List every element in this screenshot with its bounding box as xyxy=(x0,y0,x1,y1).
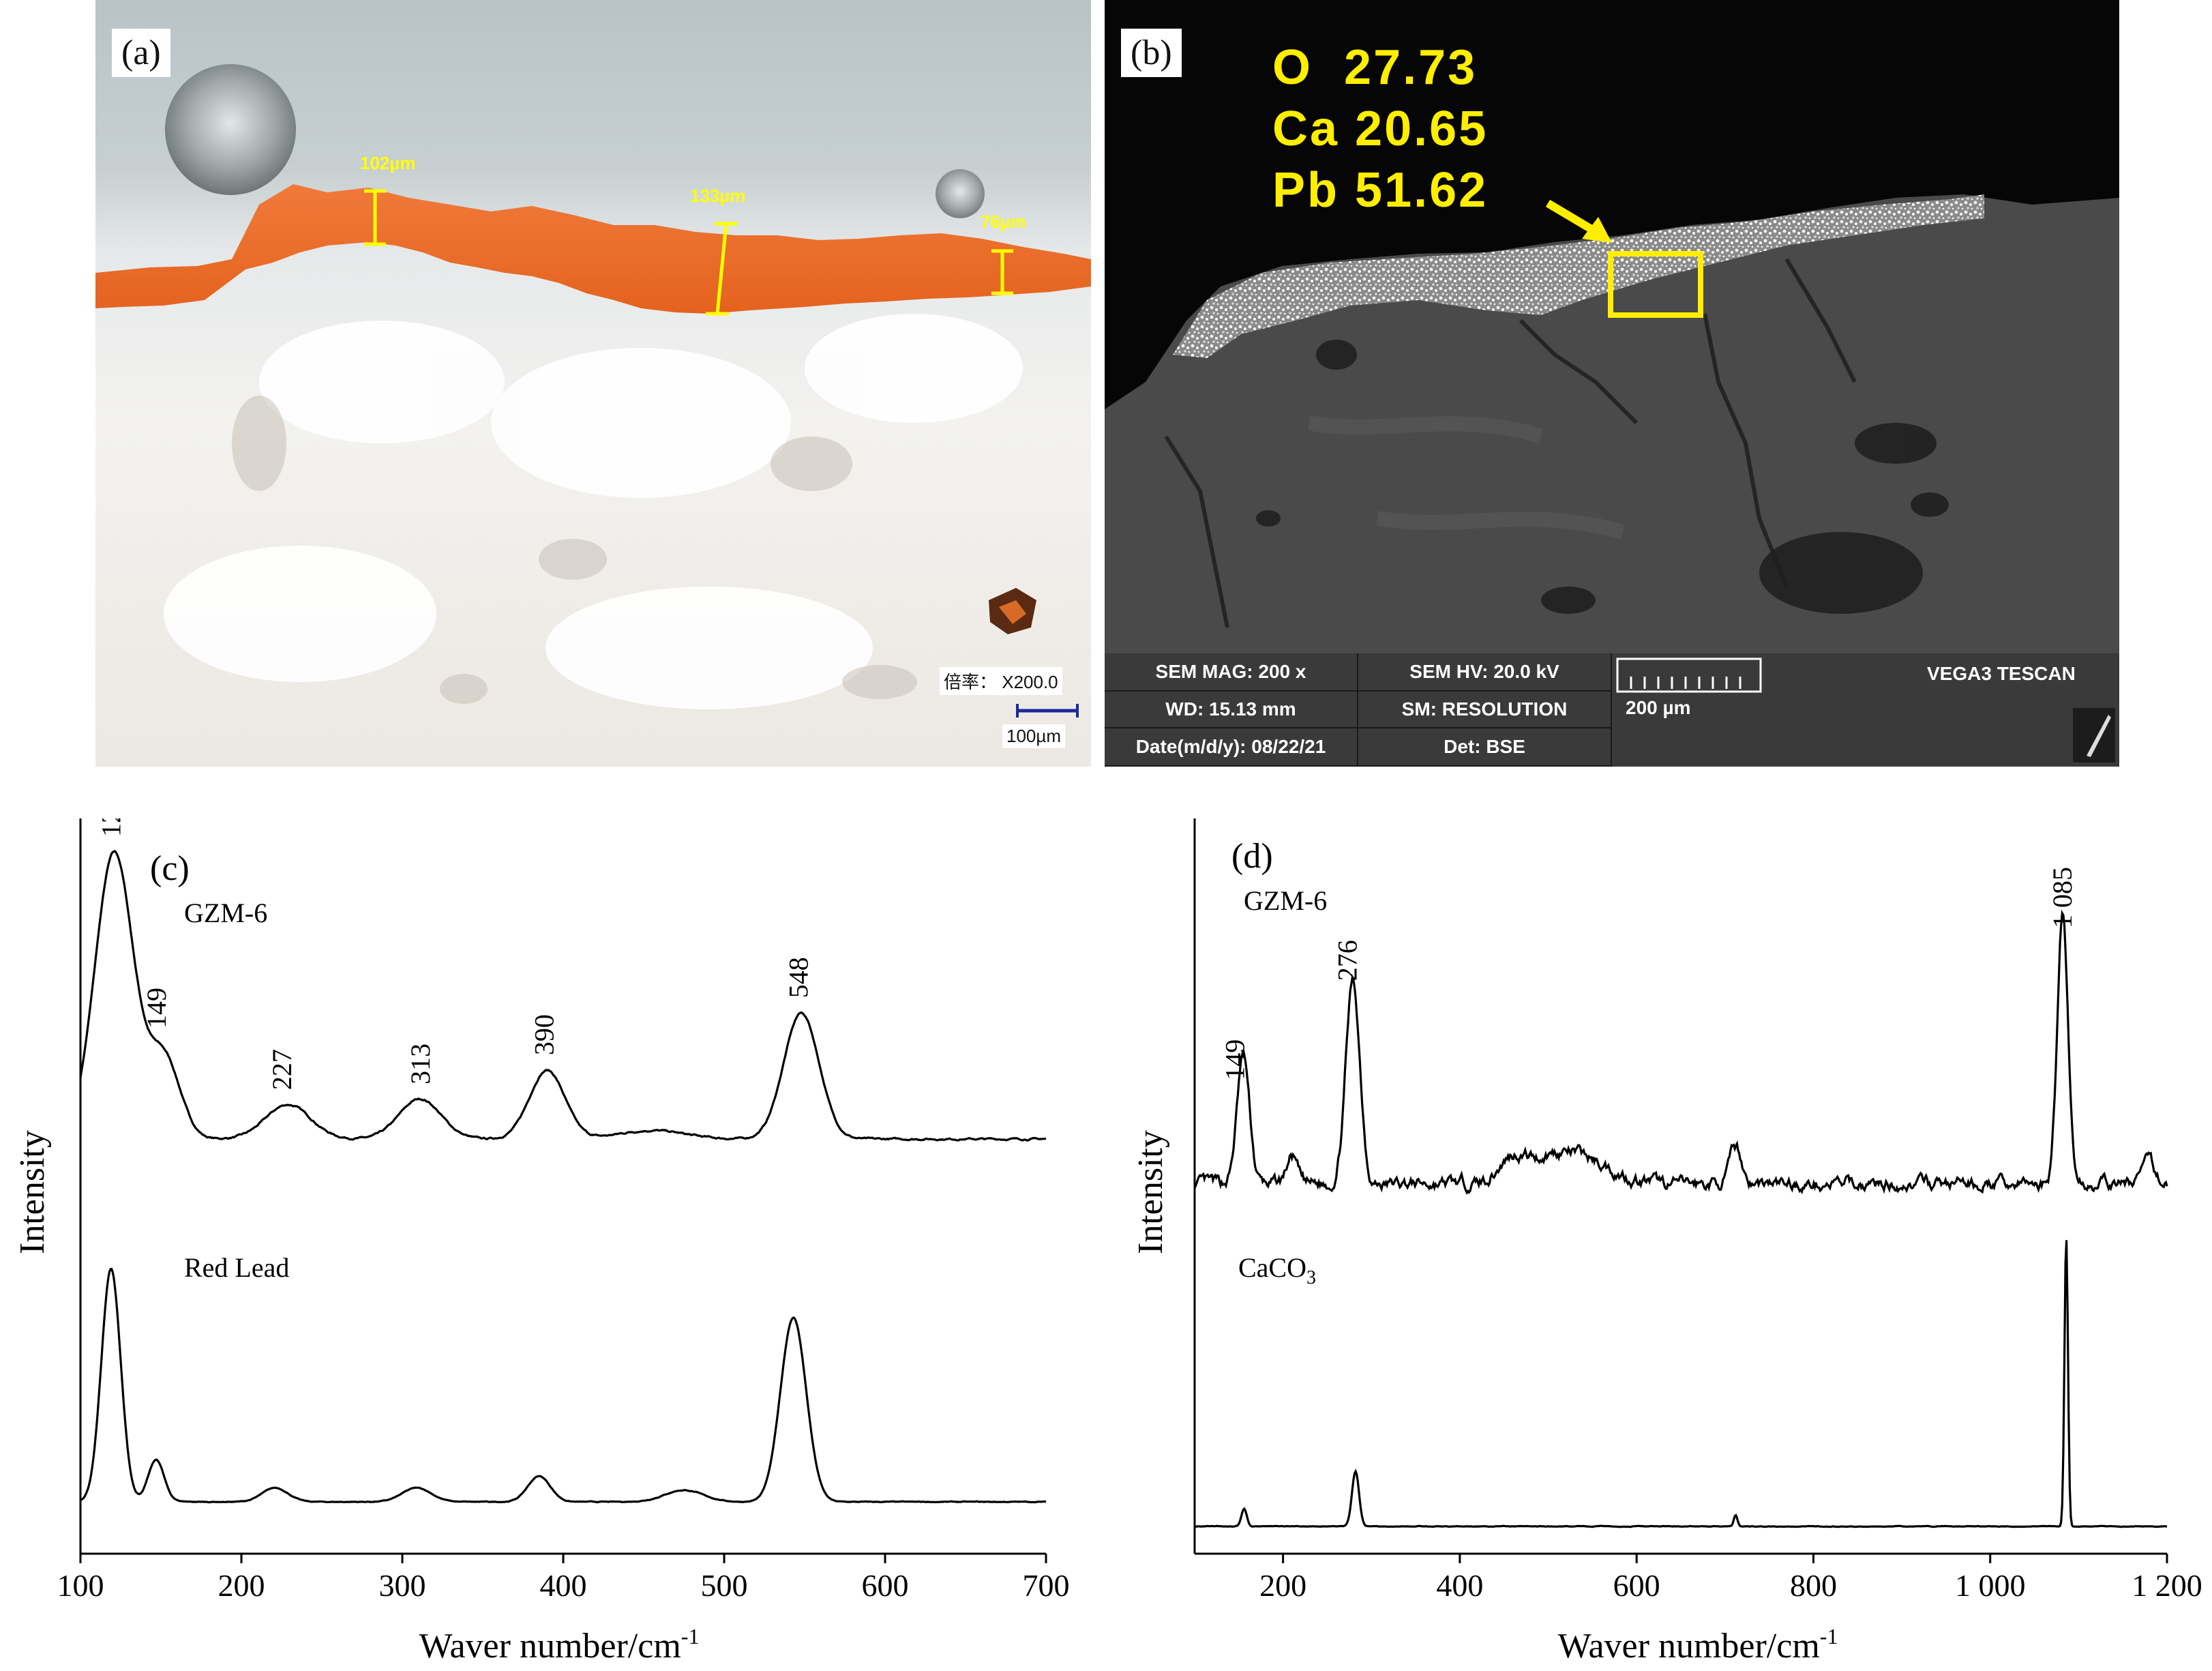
x-tick-label: 800 xyxy=(1790,1568,1837,1603)
chart-c-series-1-name: GZM-6 xyxy=(184,898,267,928)
sem-hv: SEM HV: 20.0 kV xyxy=(1358,653,1612,692)
peak-label: 1 085 xyxy=(2047,867,2078,928)
sem-brand: VEGA3 TESCAN xyxy=(1927,663,2076,684)
magnification-label: 倍率： X200.0 xyxy=(940,667,1062,695)
eds-line-ca: Ca 20.65 xyxy=(1272,102,1489,156)
cross-section-photo xyxy=(95,64,1091,718)
x-tick-label: 200 xyxy=(1259,1568,1306,1603)
sem-bse-image xyxy=(1105,194,2119,653)
chart-c-plot-area: 121 149 227 313 390 548 xyxy=(79,818,1047,1504)
micrograph-panel-a: (a) 102µm 133µm 76µm 倍率： X200.0 100µm xyxy=(95,0,1091,767)
x-tick-label: 1 000 xyxy=(1955,1568,2026,1603)
sem-sm: SM: RESOLUTION xyxy=(1358,692,1612,728)
x-tick-label: 400 xyxy=(1436,1568,1483,1603)
red-lead-paint-layer xyxy=(95,184,1091,314)
sem-mag: SEM MAG: 200 x xyxy=(1105,653,1358,692)
air-bubble-small xyxy=(936,169,985,218)
raman-chart-c: 100 200 300 400 500 600 700 121 149 227 313 390 548… xyxy=(13,818,1070,1666)
sem-scale-area xyxy=(1612,653,2119,767)
sem-scale-ruler xyxy=(1616,657,1762,693)
chart-c-axes: 100 200 300 400 500 600 700 xyxy=(57,818,1070,1603)
sem-panel-b: (b) O 27.73 Ca 20.65 Pb 51.62 SEM MAG: 2… xyxy=(1105,0,2119,767)
x-tick-label: 500 xyxy=(701,1568,748,1603)
eds-line-o: O 27.73 xyxy=(1272,40,1478,95)
chart-d-series-2-name: CaCO3 xyxy=(1238,1252,1316,1288)
thickness-label-3: 76µm xyxy=(981,211,1027,232)
tescan-logo-icon xyxy=(2073,708,2115,763)
sem-det: Det: BSE xyxy=(1358,728,1612,767)
raman-chart-d: 200 400 600 800 1 000 1 200 149 276 1 085 (d) G… xyxy=(1131,818,2202,1666)
chart-c-ylabel: Intensity xyxy=(13,1130,52,1254)
sem-info-bar: SEM MAG: 200 x SEM HV: 20.0 kV WD: 15.13… xyxy=(1105,653,2119,767)
air-bubble xyxy=(165,64,296,195)
peak-label: 227 xyxy=(267,1049,297,1090)
x-tick-label: 300 xyxy=(379,1568,426,1603)
peak-label: 390 xyxy=(529,1014,560,1055)
peak-label: 121 xyxy=(96,818,127,837)
spectrum-line-2 xyxy=(80,1267,1047,1504)
x-tick-label: 600 xyxy=(1613,1568,1660,1603)
x-tick-label: 700 xyxy=(1023,1568,1070,1603)
pigment-layer-bright xyxy=(1173,194,1984,358)
chart-d-xlabel: Waver number/cm-1 xyxy=(1558,1624,1838,1666)
thickness-markers xyxy=(364,189,1013,316)
x-tick-label: 100 xyxy=(57,1568,104,1603)
chart-d-panel-label: (d) xyxy=(1231,837,1273,876)
peak-label: 548 xyxy=(783,957,813,998)
peak-label: 276 xyxy=(1332,940,1362,981)
x-tick-label: 400 xyxy=(540,1568,587,1603)
eds-line-pb: Pb 51.62 xyxy=(1272,163,1489,218)
chart-d-series-1-name: GZM-6 xyxy=(1244,885,1327,916)
peak-label: 149 xyxy=(1220,1039,1251,1080)
x-tick-label: 200 xyxy=(218,1568,265,1603)
eds-arrow-head xyxy=(1582,217,1612,243)
spectrum-line-2 xyxy=(1194,1240,2168,1528)
x-tick-label: 600 xyxy=(862,1568,909,1603)
chart-d-axes: 200 400 600 800 1 000 1 200 xyxy=(1193,818,2202,1603)
spectrum-line-1 xyxy=(1193,909,2168,1195)
sem-wd: WD: 15.13 mm xyxy=(1105,692,1358,728)
chart-d-ylabel: Intensity xyxy=(1131,1130,1170,1254)
peak-label: 149 xyxy=(141,988,172,1029)
chart-d-plot-area: 149 276 1 085 xyxy=(1193,867,2168,1528)
panel-label-a: (a) xyxy=(112,29,170,77)
sem-date: Date(m/d/y): 08/22/21 xyxy=(1105,728,1358,767)
peak-label: 313 xyxy=(405,1044,436,1084)
chart-c-xlabel: Waver number/cm-1 xyxy=(419,1624,700,1666)
panel-label-b: (b) xyxy=(1121,29,1182,77)
sem-scale-label: 200 µm xyxy=(1626,697,1691,718)
eds-analysis-box xyxy=(1608,251,1703,318)
thickness-label-1: 102µm xyxy=(360,153,416,173)
chart-c-panel-label: (c) xyxy=(150,849,190,888)
thickness-label-2: 133µm xyxy=(690,186,746,206)
spectrum-line-1 xyxy=(79,850,1047,1142)
x-tick-label: 1 200 xyxy=(2132,1568,2202,1603)
scale-bar-label: 100µm xyxy=(1002,724,1066,748)
chart-c-series-2-name: Red Lead xyxy=(184,1252,289,1283)
